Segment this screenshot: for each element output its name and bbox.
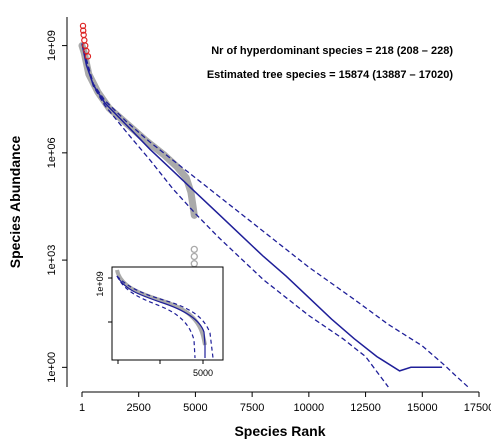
hyperdominant-point	[84, 53, 92, 60]
y-ticks: 1e+00 1e+03 1e+06 1e+09	[46, 30, 67, 383]
inset-plot: 1e+09 5000	[95, 266, 224, 378]
x-tick-label: 7500	[240, 402, 264, 414]
observed-series	[78, 42, 198, 219]
y-tick-label: 1e+00	[46, 352, 58, 383]
inset-y-tick-label: 1e+09	[95, 271, 105, 296]
x-tick-label: 1	[79, 402, 85, 414]
x-tick-label: 10000	[294, 402, 325, 414]
x-tick-label: 17500	[464, 402, 491, 414]
y-tick-label: 1e+03	[46, 245, 58, 276]
hyperdominant-point	[81, 37, 88, 44]
x-ticks: 125005000750010000125001500017500	[79, 392, 491, 414]
annotation-estimated-species: Estimated tree species = 15874 (13887 – …	[207, 69, 453, 81]
upper-ci-line	[81, 43, 469, 388]
observed-outlier-point	[190, 252, 198, 261]
series	[78, 22, 469, 388]
inset-fit-line	[116, 275, 206, 358]
annotation-hyperdominant: Nr of hyperdominant species = 218 (208 –…	[211, 45, 453, 57]
fit-line	[81, 43, 443, 372]
observed-outlier-point	[190, 260, 198, 268]
hyperdominant-point	[80, 27, 87, 34]
x-tick-label: 12500	[350, 402, 381, 414]
x-axis-title: Species Rank	[234, 423, 325, 439]
inset-lower-ci	[116, 275, 196, 359]
observed-outlier-point	[190, 245, 198, 254]
lower-ci-line	[81, 43, 389, 388]
y-axis-title: Species Abundance	[7, 136, 23, 269]
inset-upper-ci	[116, 275, 214, 359]
y-tick-label: 1e+06	[46, 137, 58, 168]
x-tick-label: 15000	[407, 402, 438, 414]
inset-x-tick-label: 5000	[193, 368, 213, 378]
inset-frame	[111, 266, 224, 361]
inset-series	[115, 269, 214, 359]
x-tick-label: 5000	[183, 402, 207, 414]
x-tick-label: 2500	[126, 402, 150, 414]
y-tick-label: 1e+09	[46, 30, 58, 61]
axes	[66, 17, 479, 393]
